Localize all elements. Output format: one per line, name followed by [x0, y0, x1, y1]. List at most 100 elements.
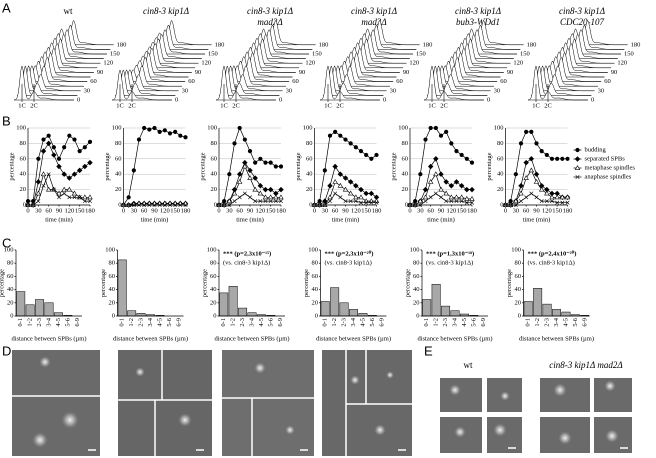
point — [247, 195, 253, 200]
point — [162, 128, 167, 133]
point — [539, 199, 544, 204]
point — [56, 195, 62, 200]
point — [87, 199, 93, 204]
x-tick-label: 0-1 — [17, 318, 24, 327]
strain-label: wt — [464, 360, 473, 370]
time-tick-label: 30 — [494, 87, 501, 94]
peak-label: 2C — [544, 102, 552, 109]
x-tick-label: 3-4 — [147, 317, 154, 326]
point — [433, 156, 439, 162]
x-tick-label: 5-6 — [267, 317, 274, 326]
x-tick-label: 180 — [563, 207, 573, 214]
time-tick-label: 60 — [292, 78, 299, 85]
point — [348, 141, 353, 146]
point — [428, 195, 433, 200]
time-tick-label: 180 — [423, 41, 433, 48]
point — [45, 186, 52, 192]
y-tick-label: 40 — [306, 171, 313, 178]
x-tick-label: 6-9 — [581, 318, 588, 327]
y-tick-label: 40 — [515, 286, 522, 293]
micrographs — [12, 350, 632, 456]
axes — [421, 250, 488, 317]
y-tick-label: 80 — [515, 260, 522, 267]
y-tick-label: 20 — [497, 186, 504, 193]
panel-label: D — [2, 343, 11, 358]
point — [62, 191, 67, 196]
x-axis-title: distance between SPBs (µm) — [417, 335, 492, 342]
y-tick-label: 40 — [497, 171, 504, 178]
point — [45, 140, 52, 147]
annotation: (vs. cin8-3 kip1Δ) — [426, 259, 473, 266]
strain-label: CDC20-107 — [560, 17, 605, 27]
x-tick-label: 0 — [408, 207, 411, 214]
y-tick-label: 100 — [105, 246, 115, 253]
point — [508, 202, 513, 208]
ridge-trace — [13, 65, 74, 101]
y-tick-label: 0 — [315, 312, 318, 319]
x-tick-label: 90 — [342, 207, 349, 214]
point — [333, 129, 338, 134]
point — [428, 125, 433, 131]
x-tick-label: 0-1 — [220, 318, 227, 327]
y-tick-label: 0 — [10, 312, 13, 319]
ridge-trace — [111, 69, 172, 101]
point — [423, 137, 428, 142]
point — [77, 195, 82, 200]
point — [278, 186, 284, 193]
point — [565, 156, 570, 161]
y-tick-label: 80 — [20, 140, 27, 147]
x-tick-label: 60 — [141, 207, 148, 214]
y-tick-label: 40 — [20, 171, 27, 178]
x-tick-label: 120 — [255, 207, 265, 214]
point — [71, 171, 78, 177]
point — [35, 190, 42, 196]
point — [278, 194, 284, 200]
y-tick-label: 40 — [413, 286, 420, 293]
y-tick-label: 0 — [309, 201, 312, 208]
x-tick-label: 180 — [372, 207, 382, 214]
y-axis-title: percentage — [390, 152, 397, 180]
peak-label: 1C — [324, 102, 332, 109]
annotation: (vs. cin8-3 kip1Δ) — [223, 259, 270, 266]
point — [41, 137, 46, 142]
time-tick-label: 60 — [90, 78, 97, 85]
point — [363, 190, 369, 197]
legend-marker — [575, 174, 580, 180]
x-tick-label: 150 — [457, 207, 467, 214]
point — [317, 202, 322, 208]
y-tick-label: 60 — [115, 155, 122, 162]
x-tick-label: 0 — [122, 207, 125, 214]
x-tick-label: 2-3 — [341, 318, 348, 327]
bar — [44, 302, 54, 317]
panel-label: B — [2, 113, 11, 128]
point — [464, 195, 470, 201]
point — [469, 186, 475, 193]
series-line — [314, 165, 377, 206]
ridge-plot — [527, 19, 628, 101]
peak-label: 2C — [30, 102, 38, 109]
x-tick-label: 60 — [236, 207, 243, 214]
time-tick-label: 90 — [299, 69, 306, 76]
point — [413, 202, 418, 208]
y-tick-label: 100 — [16, 124, 26, 131]
point — [513, 198, 519, 204]
point — [469, 200, 475, 205]
point — [529, 129, 534, 134]
x-tick-label: 5-6 — [64, 317, 71, 326]
y-axis-title: percentage — [0, 269, 5, 297]
x-tick-label: 0-1 — [525, 318, 532, 327]
bar — [53, 312, 63, 317]
x-tick-label: 0 — [217, 207, 220, 214]
point — [227, 172, 232, 177]
strain-label: wt — [64, 6, 73, 16]
point — [257, 183, 264, 189]
y-axis-title: percentage — [486, 152, 493, 180]
bar — [238, 307, 248, 317]
point — [167, 202, 173, 208]
point — [364, 200, 369, 205]
point — [56, 156, 62, 161]
point — [66, 175, 73, 181]
annotation: *** (p=2,4x10⁻²⁰) — [528, 249, 577, 257]
bar — [441, 305, 451, 317]
